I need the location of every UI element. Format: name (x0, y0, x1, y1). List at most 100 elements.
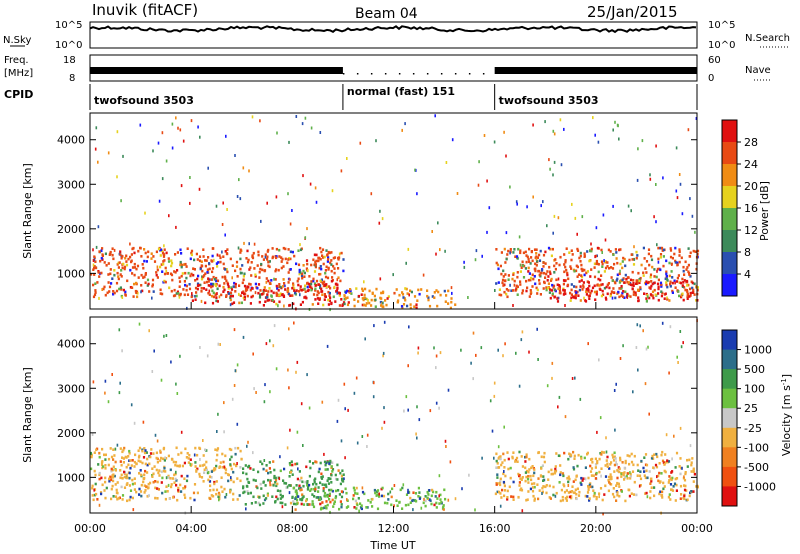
echo-cell (631, 258, 634, 261)
echo-cell (161, 476, 164, 480)
echo-cell (642, 271, 645, 275)
echo-cell (556, 283, 559, 287)
echo-cell (317, 283, 321, 286)
echo-cell (97, 271, 100, 274)
echo-cell (577, 273, 581, 276)
echo-cell-sparse (604, 238, 607, 242)
beam-label: Beam 04 (355, 6, 418, 22)
echo-cell (342, 269, 345, 273)
echo-cell (415, 306, 418, 310)
echo-cell (502, 480, 505, 484)
echo-cell (116, 481, 119, 484)
echo-cell (645, 260, 649, 263)
echo-cell-sparse (404, 122, 406, 126)
echo-cell (184, 283, 187, 287)
echo-cell (180, 474, 183, 478)
echo-cell (650, 479, 653, 483)
echo-cell (347, 301, 350, 304)
echo-cell (553, 471, 557, 475)
echo-cell (266, 255, 269, 259)
echo-cell-sparse (382, 351, 385, 355)
echo-cell-sparse (645, 347, 648, 351)
echo-cell (313, 480, 316, 484)
freq-sparse-points (342, 73, 485, 75)
echo-cell (606, 462, 609, 466)
echo-cell (544, 276, 547, 279)
echo-cell (109, 268, 112, 271)
echo-cell (610, 477, 613, 480)
echo-cell (109, 447, 112, 450)
echo-cell (249, 467, 252, 470)
echo-cell (610, 461, 613, 464)
echo-cell (332, 505, 335, 508)
echo-cell (558, 481, 561, 484)
echo-cell (533, 497, 536, 501)
echo-cell (338, 507, 341, 511)
echo-cell (243, 490, 246, 494)
echo-cell (200, 260, 203, 263)
echo-cell (186, 293, 190, 296)
echo-cell (366, 506, 369, 509)
echo-cell (316, 293, 319, 297)
echo-cell (373, 294, 376, 298)
echo-cell-sparse (356, 441, 359, 445)
echo-cell-sparse (579, 397, 582, 401)
echo-cell (350, 292, 353, 295)
echo-cell (177, 486, 180, 490)
echo-cell (228, 447, 231, 451)
echo-cell (544, 485, 547, 489)
echo-cell-sparse (493, 140, 496, 144)
echo-cell (515, 284, 518, 288)
echo-cell (156, 268, 159, 272)
echo-cell (579, 285, 582, 288)
echo-cell (669, 280, 672, 284)
echo-cell (663, 462, 666, 466)
echo-cell (305, 259, 309, 262)
echo-cell (117, 277, 120, 281)
freq-unit: [MHz] (4, 68, 33, 79)
echo-cell (111, 253, 114, 257)
echo-cell-sparse (532, 123, 534, 127)
echo-cell-sparse (383, 320, 386, 324)
echo-cell (567, 475, 570, 479)
echo-cell (575, 285, 578, 289)
echo-cell-sparse (215, 204, 218, 208)
echo-cell (669, 249, 673, 252)
echo-cell (436, 497, 439, 500)
echo-cell (613, 463, 616, 467)
echo-cell (657, 292, 660, 295)
y-tick-label: 3000 (57, 178, 85, 191)
echo-cell (112, 479, 115, 483)
echo-cell (214, 283, 217, 286)
echo-cell (156, 276, 159, 279)
echo-cell (321, 483, 324, 486)
echo-cell (220, 485, 223, 489)
echo-cell (500, 272, 503, 276)
echo-cell-sparse (94, 147, 97, 151)
echo-cell (530, 478, 533, 482)
echo-cell (591, 461, 594, 464)
echo-cell-sparse (407, 408, 409, 412)
echo-cell (536, 259, 539, 263)
echo-cell (306, 503, 309, 506)
echo-cell-sparse (286, 446, 289, 450)
echo-cell (542, 485, 545, 488)
echo-cell (119, 253, 122, 256)
echo-cell (211, 284, 214, 288)
echo-cell (199, 464, 202, 468)
echo-cell (105, 264, 108, 267)
echo-cell (106, 291, 109, 295)
echo-cell (102, 287, 105, 291)
echo-cell (618, 272, 621, 276)
echo-cell (151, 475, 154, 478)
echo-cell (179, 248, 182, 252)
echo-cell (315, 253, 318, 257)
echo-cell (612, 487, 615, 490)
echo-cell (357, 294, 360, 298)
echo-cell (665, 272, 668, 276)
echo-cell (313, 270, 317, 273)
echo-cell-sparse (671, 457, 673, 461)
echo-cell (110, 497, 113, 501)
echo-cell (565, 499, 568, 502)
echo-cell (677, 290, 680, 293)
